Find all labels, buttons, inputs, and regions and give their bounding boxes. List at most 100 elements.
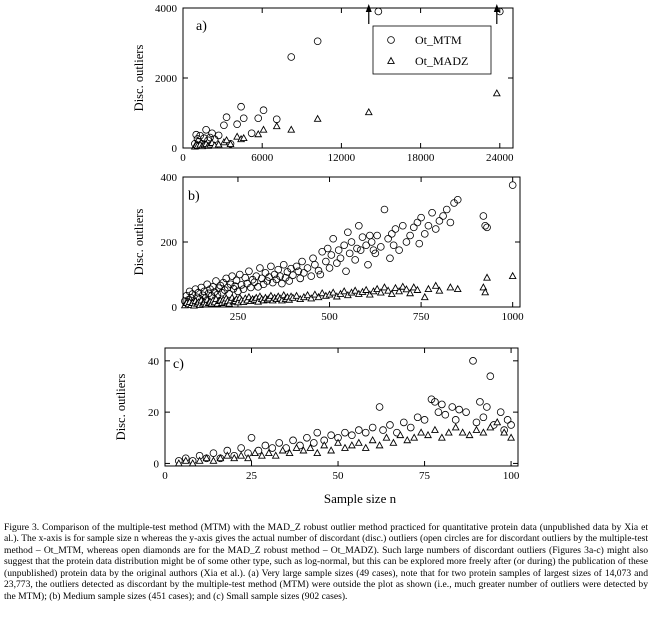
mtm-point [479, 413, 488, 422]
madz-point [406, 289, 415, 297]
mtm-point [373, 231, 381, 240]
mtm-point [355, 221, 363, 230]
mtm-point [245, 267, 253, 276]
mtm-point [358, 233, 367, 241]
madz-point [492, 89, 501, 97]
madz-point [403, 436, 412, 444]
madz-point [451, 423, 460, 431]
y-tick-label: 0 [172, 302, 178, 314]
mtm-point [322, 257, 330, 266]
madz-point [237, 451, 246, 459]
x-tick-label: 25 [246, 470, 258, 482]
mtm-point [198, 291, 207, 300]
plot-frame [164, 347, 519, 467]
mtm-point [387, 230, 396, 238]
mtm-point [247, 129, 256, 138]
madz-point [389, 438, 398, 446]
mtm-point [300, 269, 308, 277]
madz-point [259, 125, 268, 133]
mtm-point [270, 270, 279, 279]
mtm-point [204, 289, 213, 298]
x-axis-title: Sample size n [324, 491, 397, 506]
madz-point [362, 285, 371, 293]
mtm-point [219, 278, 228, 287]
madz-point [329, 288, 338, 296]
mtm-point [406, 423, 415, 432]
mtm-point [307, 272, 316, 280]
y-tick-label: 4000 [155, 3, 178, 15]
legend-mtm-symbol [387, 36, 395, 44]
mtm-point [434, 408, 443, 416]
mtm-point [298, 257, 306, 266]
mtm-point [289, 271, 297, 279]
mtm-point [237, 444, 245, 452]
mtm-point [420, 230, 429, 238]
mtm-point [272, 115, 281, 124]
madz-point [254, 130, 263, 138]
mtm-point [263, 277, 272, 285]
madz-point [479, 428, 488, 436]
mtm-point [268, 444, 277, 452]
mtm-point [364, 260, 372, 269]
mtm-point [496, 408, 505, 416]
madz-point [507, 433, 516, 441]
madz-point [376, 288, 385, 296]
mtm-point [309, 254, 317, 263]
mtm-point [241, 273, 250, 282]
mtm-point [384, 234, 392, 243]
mtm-point [402, 238, 411, 246]
madz-point [233, 132, 242, 140]
madz-point [481, 288, 490, 296]
madz-point [410, 433, 419, 441]
y-tick-label: 400 [161, 172, 178, 184]
mtm-point [222, 113, 231, 121]
mtm-point [196, 131, 204, 140]
madz-point [327, 446, 336, 454]
madz-point [409, 283, 418, 291]
mtm-point [395, 246, 403, 254]
mtm-point [391, 225, 400, 233]
madz-point [361, 443, 370, 451]
mtm-point [386, 254, 394, 263]
y-tick-label: 40 [148, 356, 160, 368]
mtm-point [345, 249, 354, 258]
mtm-point [462, 408, 470, 416]
mtm-point [212, 277, 220, 285]
mtm-point [276, 272, 284, 280]
legend-madz-symbol [387, 56, 395, 64]
mtm-point [389, 241, 398, 250]
mtm-point [334, 246, 343, 254]
x-tick-label: 75 [419, 470, 431, 482]
madz-point [391, 283, 400, 291]
mtm-point [366, 231, 374, 240]
mtm-point [435, 217, 444, 225]
madz-point [313, 448, 322, 457]
madz-point [351, 286, 360, 294]
mtm-point [476, 398, 484, 406]
y-axis-title: Disc. outliers [114, 374, 128, 441]
madz-point [209, 456, 218, 464]
legend-madz-label: Ot_MADZ [415, 54, 468, 68]
madz-point [340, 443, 349, 451]
mtm-point [285, 277, 294, 285]
mtm-point [316, 270, 325, 279]
madz-point [446, 283, 455, 291]
mtm-point [296, 274, 305, 283]
madz-point [364, 107, 373, 116]
mtm-point [479, 212, 488, 220]
mtm-point [439, 212, 447, 220]
madz-point [306, 443, 315, 451]
madz-point [483, 273, 491, 281]
madz-point [271, 451, 280, 459]
mtm-point [441, 410, 450, 419]
mtm-point [252, 272, 261, 280]
madz-point [402, 285, 411, 293]
x-tick-label: 500 [321, 311, 338, 323]
mtm-point [336, 254, 345, 263]
mtm-point [374, 7, 383, 16]
madz-point [368, 436, 377, 444]
mtm-point [225, 290, 233, 298]
mtm-point [442, 205, 451, 214]
madz-point [310, 290, 319, 298]
